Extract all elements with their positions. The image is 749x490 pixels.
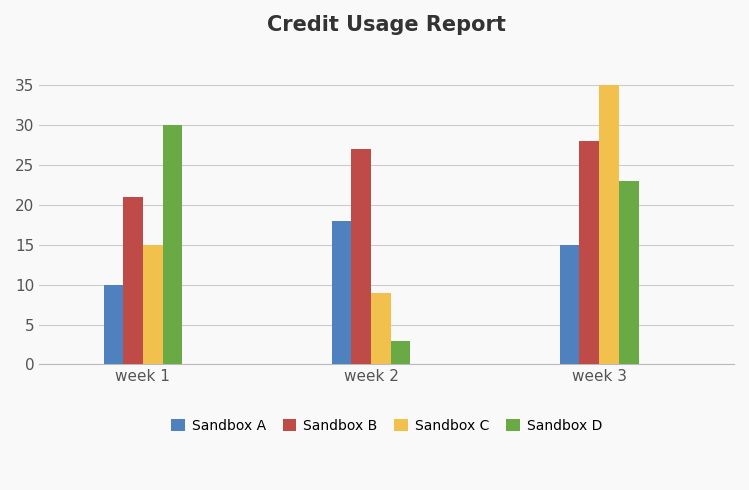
Bar: [371, 293, 391, 365]
Bar: [143, 245, 163, 365]
Bar: [163, 125, 182, 365]
Bar: [560, 245, 580, 365]
Title: Credit Usage Report: Credit Usage Report: [267, 15, 506, 35]
Bar: [619, 181, 639, 365]
Legend: Sandbox A, Sandbox B, Sandbox C, Sandbox D: Sandbox A, Sandbox B, Sandbox C, Sandbox…: [166, 413, 608, 438]
Bar: [103, 285, 124, 365]
Bar: [124, 196, 143, 365]
Bar: [391, 341, 410, 365]
Bar: [599, 85, 619, 365]
Bar: [332, 220, 351, 365]
Bar: [580, 141, 599, 365]
Bar: [351, 149, 371, 365]
